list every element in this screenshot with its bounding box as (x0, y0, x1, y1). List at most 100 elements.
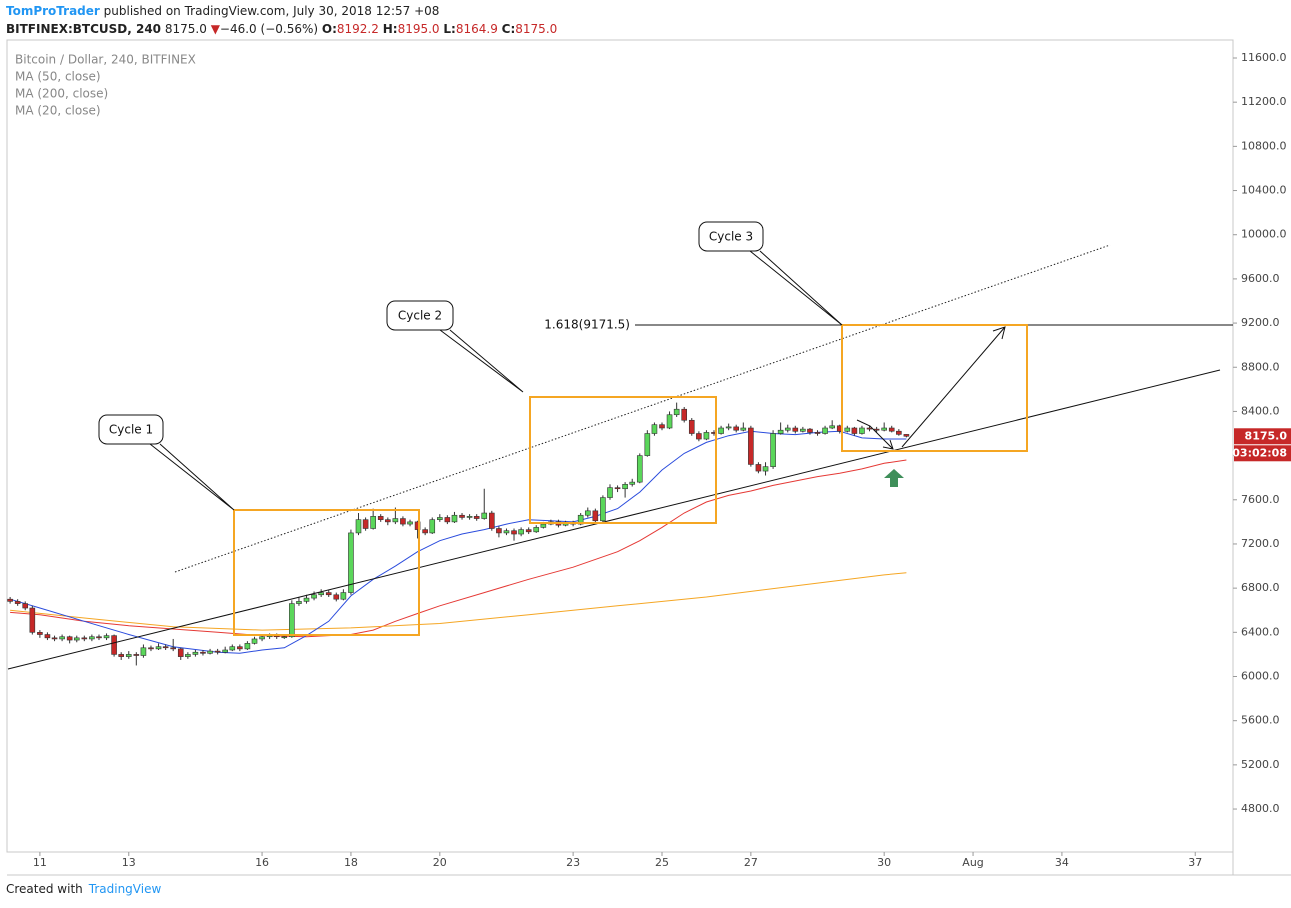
candle-body (577, 514, 584, 525)
candle-body (333, 594, 340, 600)
callout-text: Cycle 2 (398, 309, 442, 323)
candle-body (866, 427, 873, 430)
candle-body (584, 510, 591, 516)
candle-body (422, 529, 428, 534)
candle-body (489, 512, 495, 529)
candle-body (81, 637, 88, 640)
candle-body (111, 635, 117, 655)
marks (7, 402, 910, 666)
cycle-box (841, 324, 1028, 452)
candle-body (229, 646, 236, 651)
candle-body (725, 426, 732, 429)
candle-body (459, 514, 465, 518)
candle-body (170, 647, 176, 650)
publish-line: TomProTrader published on TradingView.co… (6, 4, 439, 18)
countdown-tag (1234, 445, 1291, 462)
legend-entry: MA (50, close) (15, 70, 101, 84)
candle-body (518, 529, 524, 535)
candle-body (473, 516, 480, 519)
x-tick-label: Aug (962, 856, 983, 869)
x-tick-label: 37 (1188, 856, 1202, 869)
candle-body (733, 426, 740, 431)
candle-body (400, 518, 406, 525)
y-tick-label: 11200.0 (1241, 95, 1287, 108)
callout-text: Cycle 1 (109, 423, 153, 437)
candle-body (318, 592, 324, 596)
candle-body (503, 530, 510, 534)
candle-body (822, 427, 828, 434)
candle-body (800, 428, 806, 432)
candle-body (636, 455, 643, 483)
candle-body (96, 636, 102, 639)
callout-text: Cycle 3 (709, 230, 753, 244)
candle-body (414, 521, 421, 530)
x-tick-label: 16 (255, 856, 269, 869)
candle-body (22, 603, 29, 609)
low-label: L: (443, 22, 456, 36)
author[interactable]: TomProTrader (6, 4, 100, 18)
candle-body (392, 518, 399, 523)
legend-entry: MA (200, close) (15, 87, 108, 101)
candle-body (155, 646, 162, 650)
candle-body (614, 487, 621, 490)
price-tag-text: 8175.0 (1245, 429, 1288, 442)
candle-body (451, 514, 458, 523)
candle-body (673, 408, 680, 416)
close-label: C: (501, 22, 516, 36)
arrow (856, 419, 894, 450)
high: 8195.0 (397, 22, 440, 36)
y-tick-label: 5600.0 (1241, 714, 1280, 727)
candle-body (644, 433, 651, 456)
candle-body (289, 603, 295, 638)
y-tick-label: 10400.0 (1241, 184, 1287, 197)
cycle-box (233, 509, 420, 636)
last: 8175.0 (164, 22, 207, 36)
candle-body (533, 527, 540, 533)
candle-body (629, 481, 636, 485)
ma-line (10, 459, 907, 638)
legend-entry: MA (20, close) (15, 104, 101, 118)
candle-body (792, 427, 799, 432)
candle-body (437, 517, 443, 520)
x-tick-label: 23 (566, 856, 580, 869)
candle-body (44, 634, 51, 639)
candle-body (148, 647, 154, 650)
candle-body (407, 521, 413, 525)
candle-body (844, 427, 851, 432)
candle-body (325, 592, 332, 596)
candle-body (192, 651, 199, 655)
chart-title: Bitcoin / Dollar, 240, BITFINEX (15, 53, 196, 67)
candle-body (29, 607, 36, 633)
callout-pointer (439, 329, 524, 393)
candle-body (177, 648, 184, 657)
candle-body (748, 427, 754, 465)
candle-body (651, 424, 658, 434)
candle-body (718, 427, 724, 434)
candle-body (466, 516, 473, 518)
candle-body (903, 434, 910, 437)
candle-body (777, 429, 784, 434)
candle-body (59, 636, 65, 640)
callout (698, 221, 764, 252)
callout (98, 414, 164, 445)
y-tick-label: 8800.0 (1241, 360, 1280, 373)
candle-body (592, 510, 599, 522)
candle-body (770, 433, 776, 467)
candle-body (51, 637, 58, 640)
candle-body (525, 529, 532, 533)
brand[interactable]: TradingView (88, 882, 162, 896)
candle-body (666, 414, 673, 429)
created: Created with (6, 882, 83, 896)
candle-body (37, 632, 43, 635)
candle-body (303, 597, 310, 602)
low: 8164.9 (455, 22, 498, 36)
y-tick-label: 6800.0 (1241, 581, 1280, 594)
candle-body (340, 592, 347, 600)
candle-body (89, 636, 95, 640)
dotted-channel (174, 244, 1111, 573)
candle-body (348, 532, 354, 593)
candle-body (185, 654, 191, 657)
open: 8192.2 (336, 22, 379, 36)
